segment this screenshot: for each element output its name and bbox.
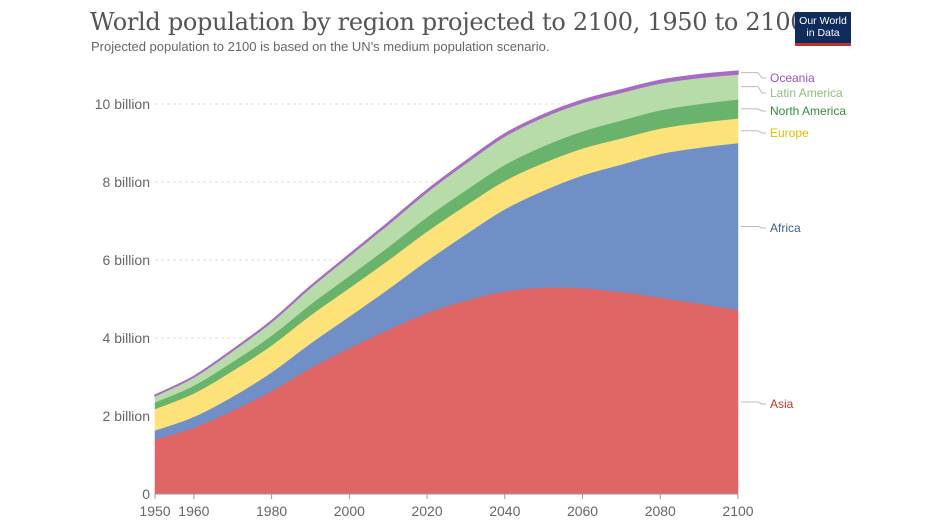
x-tick-label: 1960 <box>178 503 209 519</box>
label-leader <box>741 401 766 405</box>
x-tick-label: 2080 <box>645 503 676 519</box>
chart-title: World population by region projected to … <box>90 8 806 36</box>
x-tick-label: 2060 <box>567 503 598 519</box>
series-label-asia: Asia <box>770 397 794 411</box>
label-leader <box>741 108 766 112</box>
y-tick-label: 6 billion <box>103 252 150 268</box>
x-tick-label: 2000 <box>334 503 365 519</box>
label-leader <box>741 86 766 94</box>
y-tick-label: 4 billion <box>103 330 150 346</box>
label-leader <box>741 225 766 229</box>
area-layer <box>154 70 739 495</box>
y-tick-label: 2 billion <box>103 408 150 424</box>
series-label-europe: Europe <box>770 126 809 140</box>
y-tick-label: 10 billion <box>95 96 150 112</box>
area-oceania[interactable] <box>154 70 739 397</box>
series-label-north-america: North America <box>770 104 846 118</box>
x-tick-label: 1950 <box>139 503 170 519</box>
series-label-latin-america: Latin America <box>770 86 843 100</box>
x-tick-label: 1980 <box>256 503 287 519</box>
series-label-oceania: Oceania <box>770 71 815 85</box>
x-tick-label: 2040 <box>489 503 520 519</box>
axes: 0 2 billion 4 billion 6 billion 8 billion 10 … <box>95 96 754 519</box>
label-leader <box>741 130 766 134</box>
series-labels: Asia Africa Europe North America Latin Ameri… <box>741 71 846 411</box>
y-tick-label: 0 <box>142 486 150 502</box>
y-tick-label: 8 billion <box>103 174 150 190</box>
chart-subtitle: Projected population to 2100 is based on… <box>91 39 550 54</box>
owid-logo[interactable]: Our World in Data <box>795 12 851 46</box>
label-leader <box>741 72 766 79</box>
series-label-africa: Africa <box>770 221 801 235</box>
logo-line-2: in Data <box>806 27 840 39</box>
logo-line-1: Our World <box>799 15 847 27</box>
x-tick-label: 2020 <box>411 503 442 519</box>
x-tick-label: 2100 <box>722 503 753 519</box>
